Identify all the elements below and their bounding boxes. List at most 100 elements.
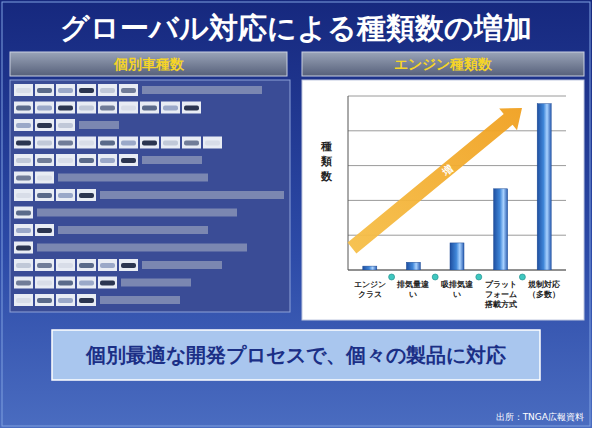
car-thumb — [35, 84, 54, 96]
car-thumb-bg — [14, 102, 33, 114]
car-thumb-bg — [77, 189, 96, 201]
row-bar — [142, 261, 222, 269]
car-thumb — [14, 102, 33, 114]
car-thumb — [98, 84, 117, 96]
car-thumb-bg — [35, 294, 54, 306]
car-thumb — [119, 137, 138, 149]
car-body — [79, 281, 94, 286]
bar — [363, 266, 377, 270]
car-thumb — [14, 224, 33, 236]
row-bar — [142, 86, 262, 94]
x-tick-label: エンジンクラス — [354, 280, 386, 299]
slide-title: グローバル対応による種類数の増加 — [60, 11, 532, 45]
car-thumb — [14, 119, 33, 131]
car-thumb — [14, 137, 33, 149]
car-thumb — [35, 172, 54, 184]
car-thumb — [77, 294, 96, 306]
car-thumb — [77, 84, 96, 96]
car-thumb — [14, 84, 33, 96]
car-thumb — [119, 154, 138, 166]
car-body — [100, 158, 115, 163]
car-thumb-bg — [98, 277, 117, 289]
x-label-line: 搭載方式 — [484, 299, 517, 309]
car-thumb — [56, 259, 75, 271]
car-thumb — [56, 277, 75, 289]
car-thumb — [98, 137, 117, 149]
car-thumb-bg — [35, 137, 54, 149]
car-body — [79, 263, 94, 268]
car-thumb — [35, 119, 54, 131]
car-thumb-bg — [14, 207, 33, 219]
car-body — [37, 263, 52, 268]
car-thumb — [140, 102, 159, 114]
x-tick-label: 吸排気違い — [441, 280, 474, 299]
row-bar — [142, 156, 202, 164]
arrow-label: 増 — [439, 163, 454, 178]
car-thumb-bg — [14, 294, 33, 306]
car-body — [121, 263, 136, 268]
car-thumb — [119, 84, 138, 96]
car-thumb-bg — [77, 259, 96, 271]
car-thumb — [77, 259, 96, 271]
row-bar — [58, 174, 208, 182]
car-thumb — [35, 277, 54, 289]
car-body — [16, 281, 31, 286]
car-thumb — [35, 189, 54, 201]
car-thumb-bg — [35, 277, 54, 289]
car-body — [142, 106, 157, 111]
car-thumb-bg — [182, 137, 201, 149]
car-thumb — [161, 102, 180, 114]
car-thumb — [77, 137, 96, 149]
row-bar — [58, 226, 208, 234]
left-panel-title: 個別車種数 — [113, 56, 185, 72]
car-thumb-bg — [56, 294, 75, 306]
car-thumb — [56, 137, 75, 149]
car-body — [37, 88, 52, 93]
car-body — [37, 281, 52, 286]
car-thumb — [14, 172, 33, 184]
car-body — [16, 158, 31, 163]
car-body — [100, 106, 115, 111]
chart-panel — [302, 80, 584, 320]
car-thumb-bg — [98, 154, 117, 166]
car-body — [16, 176, 31, 181]
car-body — [37, 228, 52, 233]
car-thumb-bg — [14, 189, 33, 201]
separator-dot — [476, 274, 482, 280]
car-thumb-bg — [56, 84, 75, 96]
car-thumb-bg — [56, 259, 75, 271]
car-thumb-bg — [14, 137, 33, 149]
car-thumb — [35, 154, 54, 166]
car-body — [37, 176, 52, 181]
car-thumb-bg — [56, 189, 75, 201]
chart-title-box — [302, 52, 584, 76]
car-thumb-bg — [161, 137, 180, 149]
y-label-char: 類 — [320, 155, 332, 168]
car-thumb-bg — [77, 137, 96, 149]
car-thumb-bg — [56, 119, 75, 131]
car-body — [79, 106, 94, 111]
car-thumb-bg — [119, 137, 138, 149]
car-thumb — [14, 154, 33, 166]
car-body — [16, 123, 31, 128]
car-thumb-bg — [56, 137, 75, 149]
row-bar — [37, 209, 237, 217]
car-thumb-bg — [56, 102, 75, 114]
car-thumb-bg — [56, 154, 75, 166]
car-thumb-bg — [14, 172, 33, 184]
car-thumb — [161, 137, 180, 149]
grid-line — [348, 96, 566, 97]
car-thumb-bg — [98, 84, 117, 96]
car-body — [58, 281, 73, 286]
car-body — [16, 106, 31, 111]
car-body — [121, 158, 136, 163]
x-label-line: い — [409, 290, 417, 299]
x-label-line: プラット — [485, 280, 517, 289]
car-thumb-bg — [77, 277, 96, 289]
car-body — [16, 228, 31, 233]
car-thumb-bg — [14, 84, 33, 96]
slide-border — [2, 2, 590, 426]
car-thumb-bg — [161, 102, 180, 114]
car-body — [79, 158, 94, 163]
car-thumb — [77, 102, 96, 114]
